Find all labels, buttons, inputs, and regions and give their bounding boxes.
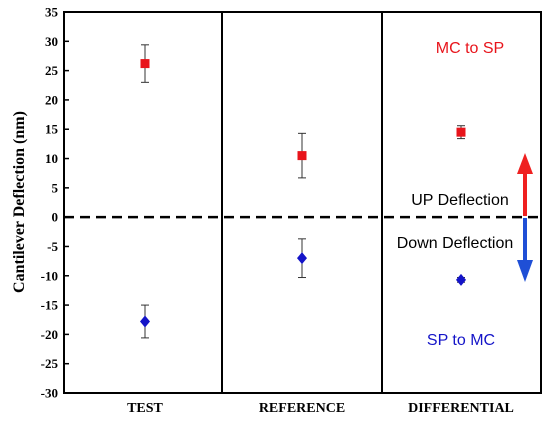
plot-frame: [63, 11, 542, 394]
y-tick-label: -5: [47, 239, 58, 254]
y-tick-label: 35: [45, 5, 59, 20]
y-tick-label: -25: [41, 356, 59, 371]
square-marker: [456, 127, 466, 137]
square-marker: [140, 59, 150, 69]
y-axis-ticks: 35 30 25 20 15 10 5 0 -5 -10 -15 -20 -25 -30: [41, 5, 69, 401]
annotation-sp-to-mc: SP to MC: [427, 332, 495, 349]
y-tick-label: -10: [41, 268, 58, 283]
x-category-label: TEST: [127, 401, 163, 416]
y-tick-label: 10: [45, 151, 58, 166]
y-tick-label: 20: [45, 92, 58, 107]
y-tick-label: -20: [41, 327, 58, 342]
y-tick-label: 30: [45, 34, 58, 49]
square-marker: [297, 151, 307, 161]
x-category-label: REFERENCE: [259, 401, 345, 416]
data-marks: [140, 44, 466, 339]
diamond-marker: [297, 252, 307, 265]
up-arrow: [517, 153, 533, 216]
annotation-up-deflection: UP Deflection: [411, 192, 509, 209]
x-category-label: DIFFERENTIAL: [408, 401, 514, 416]
y-tick-label: 0: [52, 210, 59, 225]
y-axis-title: Cantilever Deflection (nm): [11, 111, 28, 293]
diamond-marker: [140, 315, 150, 328]
y-tick-label: -15: [41, 298, 59, 313]
y-tick-label: 15: [45, 122, 59, 137]
y-tick-label: 5: [52, 180, 59, 195]
annotation-mc-to-sp: MC to SP: [436, 40, 504, 57]
y-tick-label: 25: [45, 63, 59, 78]
diamond-marker: [456, 273, 466, 286]
down-arrow: [517, 218, 533, 282]
annotation-down-deflection: Down Deflection: [397, 235, 514, 252]
x-axis-labels: TEST REFERENCE DIFFERENTIAL: [127, 401, 514, 416]
y-tick-label: -30: [41, 386, 58, 401]
